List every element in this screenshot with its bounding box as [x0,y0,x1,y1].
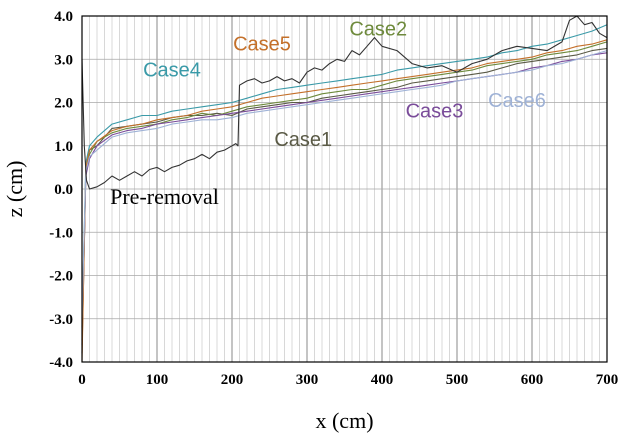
x-tick-label: 700 [596,372,619,388]
annotation-case2: Case2 [349,18,407,40]
annotation-case4: Case4 [143,60,201,82]
annotation-case6: Case6 [488,90,546,112]
y-tick-label: -3.0 [49,312,73,328]
x-tick-label: 400 [371,372,394,388]
x-tick-label: 300 [296,372,319,388]
x-tick-label: 600 [521,372,544,388]
series-lines [81,15,608,363]
x-axis-label: x (cm) [315,408,373,433]
series-line-case5 [81,39,608,363]
y-tick-label: 4.0 [54,9,73,25]
y-tick-label: 1.0 [54,139,73,155]
series-line-case2 [81,41,608,341]
annotation-case3: Case3 [406,101,464,123]
x-tick-label: 100 [146,372,169,388]
annotation-case1: Case1 [274,129,332,151]
plot-frame [81,15,608,363]
annotation-case5: Case5 [233,34,291,56]
x-tick-label: 500 [446,372,469,388]
y-tick-label: -2.0 [49,269,73,285]
series-line-case6 [81,50,608,319]
y-tick-label: -1.0 [49,225,73,241]
annotation-pre-removal: Pre-removal [110,184,219,209]
x-tick-label: 200 [221,372,244,388]
series-line-pre-removal [81,15,608,190]
y-tick-labels: 4.0 3.0 2.0 1.0 0.0 -1.0 -2.0 -3.0 -4.0 [49,9,73,371]
y-tick-label: 2.0 [54,96,73,112]
y-axis-label: z (cm) [2,161,27,218]
y-tick-label: -4.0 [49,355,73,371]
series-annotations: Case1 Case2 Case3 Case4 Case5 Case6 Pre-remova… [110,18,546,209]
series-line-case4 [81,24,608,328]
x-tick-label: 0 [78,372,86,388]
y-tick-label: 0.0 [54,182,73,198]
y-tick-label: 3.0 [54,52,73,68]
x-tick-labels: 0 100 200 300 400 500 600 700 [78,372,618,388]
